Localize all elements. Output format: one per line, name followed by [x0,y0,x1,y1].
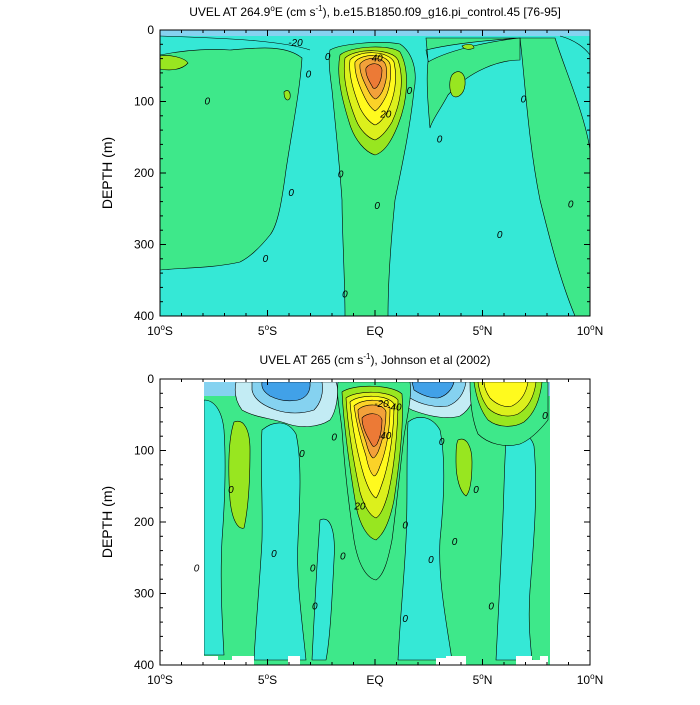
contour-label: 0 [194,563,200,574]
x-tick-label: 5oN [473,672,493,687]
contour-label: 0 [325,52,331,63]
y-tick-label: 0 [147,23,154,37]
x-tick-label: 10oS [147,323,173,338]
contour-label: 0 [521,94,527,105]
y-tick-label: 300 [134,587,154,601]
contour-label: 0 [299,449,305,460]
x-tick-label: 5oS [258,323,277,338]
contour-label: 0 [473,485,479,496]
contour-label: 0 [228,485,234,496]
y-tick-label: 100 [134,444,154,458]
contour-label: 20 [379,109,392,120]
contour-label: -20 [288,38,303,49]
x-tick-label: EQ [366,673,383,687]
x-tick-label: 5oN [473,323,493,338]
x-tick-label: 5oS [258,672,277,687]
contour-label: 0 [312,601,318,612]
y-tick-label: 400 [134,309,154,323]
contour-label: 0 [205,97,211,108]
contour-label: 0 [402,521,408,532]
x-tick-label: EQ [366,324,383,338]
contour-label: 0 [488,601,494,612]
x-tick-label: 10oN [577,672,603,687]
contour-label: 40 [372,54,384,65]
contour-label: 0 [310,563,316,574]
contour-label: 0 [428,555,434,566]
contour-label: -40 [387,403,402,414]
contour-label: -20 [374,399,389,410]
y-axis-label: DEPTH (m) [99,137,115,209]
contour-label: 0 [271,549,277,560]
contour-labels: -20-40 40 20 0 0 0 0 0 0 0 0 0 0 0 0 0 0 0 0 [194,399,548,625]
contour-label: 0 [497,230,503,241]
y-tick-label: 300 [134,238,154,252]
contour-label: 20 [353,501,366,512]
contour-label: 0 [288,188,294,199]
y-tick-label: 0 [147,372,154,386]
contour-label: 0 [340,551,346,562]
chart-title: UVEL AT 265 (cm s-1), Johnson et al (200… [259,352,490,367]
y-tick-label: 200 [134,515,154,529]
contour-label: 0 [331,433,337,444]
contour-label: 0 [439,437,445,448]
contour-label: 0 [374,201,380,212]
contour-label: 0 [263,254,269,265]
contour-fill [160,379,590,665]
contour-label: 0 [542,411,548,422]
y-tick-label: 200 [134,166,154,180]
contour-label: 0 [306,69,312,80]
x-tick-label: 10oS [147,672,173,687]
x-tick-label: 10oN [577,323,603,338]
contour-label: 0 [437,134,443,145]
contour-label: 0 [402,614,408,625]
contour-label: 0 [407,86,413,97]
contour-labels: -20 40 20 0 0 0 0 0 0 0 0 0 0 0 0 0 [205,38,574,301]
y-tick-label: 100 [134,95,154,109]
y-tick-label: 400 [134,658,154,672]
contour-label: 0 [342,290,348,301]
contour-label: 40 [380,431,392,442]
contour-label: 0 [568,199,574,210]
contour-label: 0 [338,169,344,180]
contour-label: 0 [452,537,458,548]
panel-observations: UVEL AT 265 (cm s-1), Johnson et al (200… [99,352,603,687]
y-axis-label: DEPTH (m) [99,486,115,558]
contour-fill [160,30,590,316]
panel-model: UVEL AT 264.9oE (cm s-1), b.e15.B1850.f0… [99,4,603,338]
chart-title: UVEL AT 264.9oE (cm s-1), b.e15.B1850.f0… [189,4,561,19]
